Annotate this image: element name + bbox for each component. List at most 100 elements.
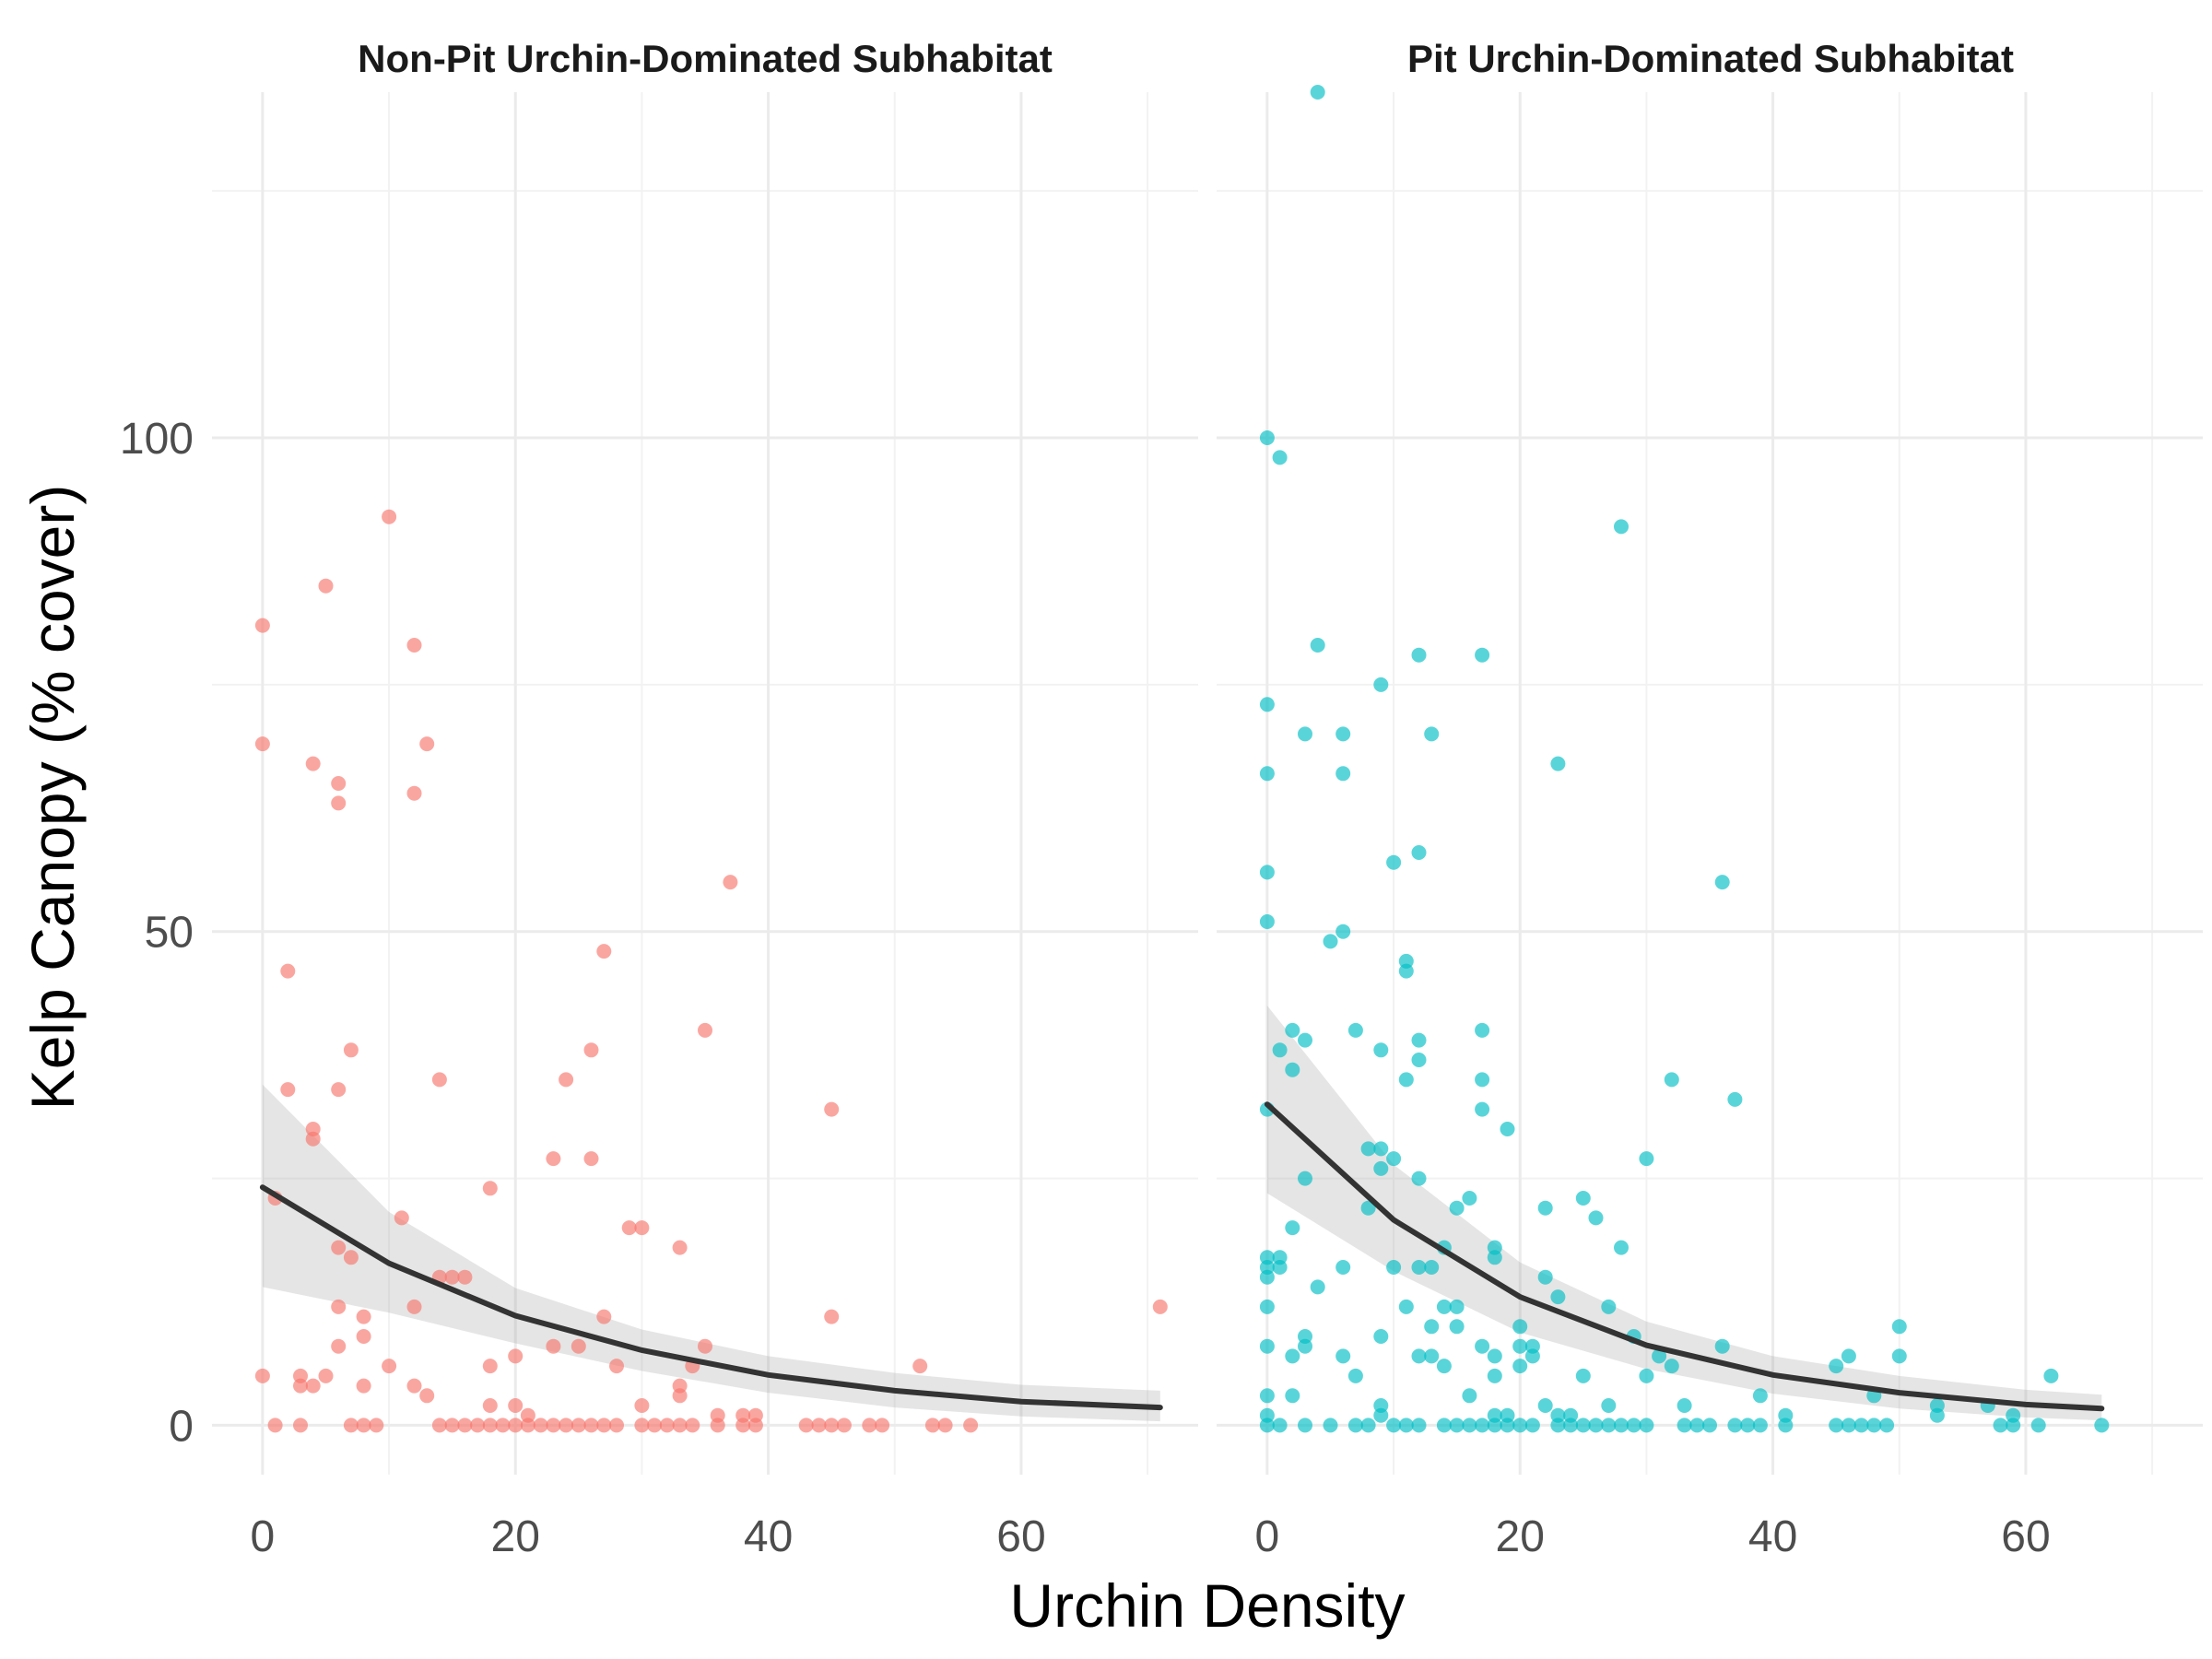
data-point <box>735 1418 751 1433</box>
data-point <box>1462 1388 1477 1404</box>
data-point <box>1524 1418 1540 1433</box>
data-point <box>431 1418 447 1433</box>
data-point <box>305 1378 321 1394</box>
data-point <box>1411 1348 1427 1364</box>
data-point <box>1373 1407 1389 1423</box>
data-point <box>1285 1388 1300 1404</box>
data-point <box>1601 1398 1617 1413</box>
data-point <box>546 1338 561 1354</box>
data-point <box>1335 1348 1351 1364</box>
data-point <box>254 1368 270 1383</box>
data-point <box>1259 697 1275 712</box>
data-point <box>382 1359 397 1374</box>
data-point <box>1398 963 1414 979</box>
data-point <box>583 1151 599 1167</box>
data-point <box>1537 1398 1553 1413</box>
data-point <box>1373 677 1389 692</box>
data-point <box>1449 1418 1465 1433</box>
data-point <box>1512 1418 1528 1433</box>
data-point <box>470 1418 486 1433</box>
data-point <box>1335 924 1351 939</box>
data-point <box>1259 865 1275 880</box>
data-point <box>1727 1418 1743 1433</box>
data-point <box>2094 1418 2110 1433</box>
data-point <box>1259 1338 1275 1354</box>
data-point <box>698 1338 712 1354</box>
data-point <box>836 1418 852 1433</box>
data-point <box>1664 1072 1679 1088</box>
data-point <box>1475 1418 1490 1433</box>
data-point <box>254 618 270 633</box>
data-point <box>1386 1260 1402 1275</box>
data-point <box>1550 756 1566 771</box>
data-point <box>963 1418 979 1433</box>
data-point <box>457 1269 473 1285</box>
data-point <box>1550 1418 1566 1433</box>
data-point <box>1626 1418 1641 1433</box>
data-point <box>1853 1418 1869 1433</box>
data-point <box>369 1418 384 1433</box>
data-point <box>1335 1260 1351 1275</box>
points-pit <box>1259 85 2110 1433</box>
data-point <box>1829 1418 1844 1433</box>
data-point <box>1575 1418 1591 1433</box>
data-point <box>1424 1319 1440 1335</box>
data-point <box>698 1022 712 1038</box>
data-point <box>937 1418 953 1433</box>
data-point <box>1285 1022 1300 1038</box>
data-point <box>1524 1348 1540 1364</box>
data-point <box>382 509 397 524</box>
data-point <box>331 1338 347 1354</box>
data-point <box>1614 519 1629 535</box>
data-point <box>331 1240 347 1255</box>
x-axis-title: Urchin Density <box>1009 1571 1405 1640</box>
data-point <box>1537 1200 1553 1216</box>
data-point <box>1360 1418 1376 1433</box>
x-tick-label: 40 <box>1748 1512 1797 1561</box>
data-point <box>343 1042 359 1058</box>
data-point <box>406 638 422 653</box>
data-point <box>1475 1022 1490 1038</box>
data-point <box>1841 1418 1856 1433</box>
data-point <box>419 736 435 752</box>
data-point <box>1614 1418 1629 1433</box>
data-point <box>1411 1171 1427 1186</box>
data-point <box>1462 1418 1477 1433</box>
data-point <box>1866 1418 1882 1433</box>
data-point <box>546 1151 561 1167</box>
data-point <box>356 1309 371 1324</box>
data-point <box>1152 1299 1168 1314</box>
data-point <box>1360 1200 1376 1216</box>
data-point <box>621 1220 637 1236</box>
data-point <box>482 1418 498 1433</box>
data-point <box>1298 1338 1312 1354</box>
data-point <box>1449 1200 1465 1216</box>
x-tick-label: 0 <box>251 1512 276 1561</box>
data-point <box>482 1181 498 1196</box>
data-point <box>1436 1359 1452 1374</box>
data-point <box>1575 1368 1591 1383</box>
data-point <box>1652 1348 1667 1364</box>
data-point <box>1829 1359 1844 1374</box>
data-point <box>1285 1220 1300 1236</box>
data-point <box>2030 1418 2046 1433</box>
data-point <box>723 875 738 890</box>
data-point <box>1614 1240 1629 1255</box>
data-point <box>1259 1418 1275 1433</box>
data-point <box>571 1418 586 1433</box>
data-point <box>672 1418 688 1433</box>
data-point <box>1411 1053 1427 1067</box>
data-point <box>1537 1269 1553 1285</box>
data-point <box>596 944 612 959</box>
x-tick-label: 20 <box>491 1512 540 1561</box>
data-point <box>1752 1388 1768 1404</box>
data-point <box>1500 1418 1515 1433</box>
data-point <box>1588 1418 1604 1433</box>
data-point <box>1752 1418 1768 1433</box>
y-ticks: 0 50 100 <box>120 415 194 1451</box>
data-point <box>710 1418 725 1433</box>
data-point <box>1347 1022 1363 1038</box>
data-point <box>1563 1418 1579 1433</box>
data-point <box>1424 1260 1440 1275</box>
